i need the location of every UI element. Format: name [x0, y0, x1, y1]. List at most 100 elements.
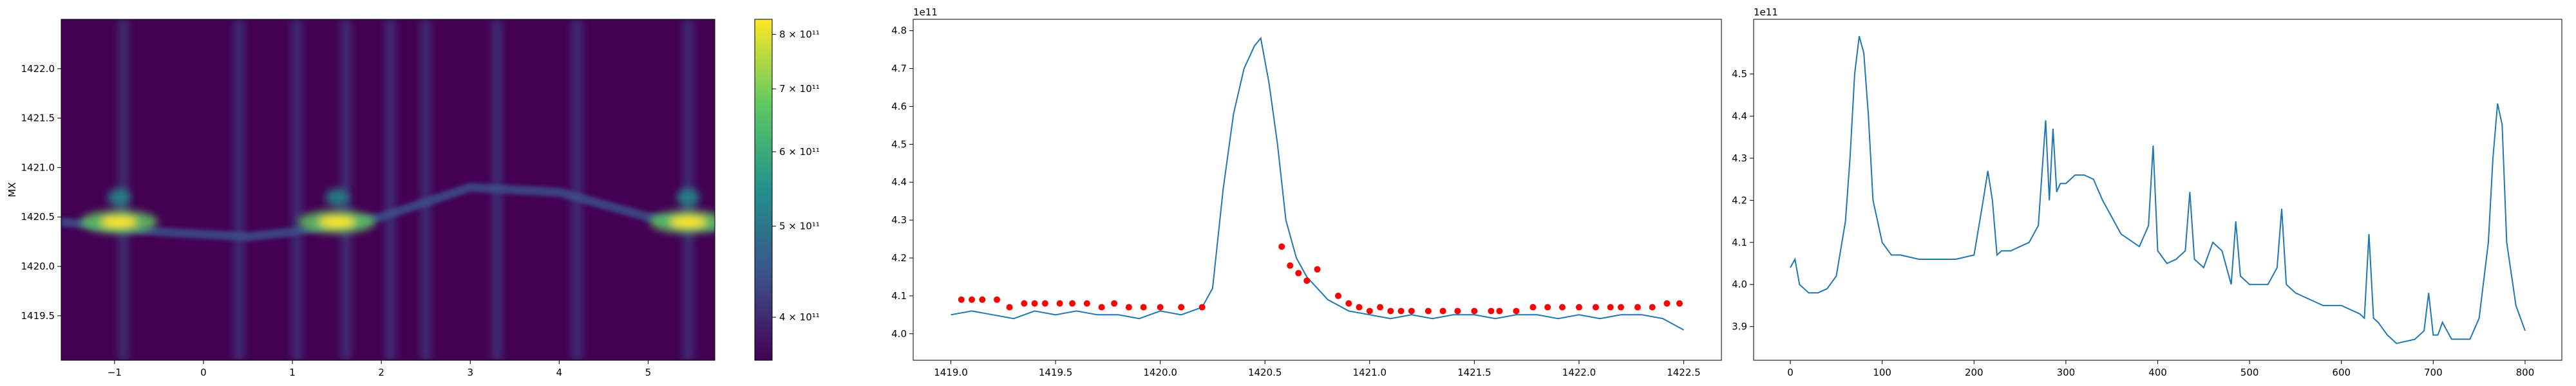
bright-spots [80, 188, 715, 234]
line-panel-markers-offset: 1e11 [913, 6, 938, 18]
colorbar-ticks: 4 × 10¹¹ 5 × 10¹¹ 6 × 10¹¹ 7 × 10¹¹ 8 × 10¹¹ [772, 28, 820, 323]
peak-marker [1031, 300, 1038, 307]
heatmap-image [61, 19, 715, 360]
peak-marker [1056, 300, 1063, 307]
bright-spot-core [670, 216, 706, 228]
peak-marker [1496, 308, 1503, 315]
peak-marker [1111, 300, 1118, 307]
peak-marker [1098, 304, 1105, 311]
line-panel-spectrum-y-tick-label: 3.9 [1732, 321, 1747, 333]
peak-marker [1314, 266, 1321, 273]
line-panel-markers-y-tick-label: 4.6 [891, 100, 907, 112]
line-panel-markers-x-tick-label: 1422.5 [1667, 367, 1701, 378]
line-panel-spectrum-x-tick-label: 600 [2332, 367, 2351, 378]
vertical-band [384, 19, 395, 360]
line-panel-spectrum-x-tick-label: 300 [2057, 367, 2076, 378]
peak-marker [1345, 300, 1352, 307]
heatmap-x-tick-label: 0 [200, 367, 207, 378]
vertical-band [340, 19, 351, 360]
peak-marker [958, 296, 965, 303]
vertical-bands [118, 19, 694, 360]
line-panel-markers-x-tick-label: 1419.0 [934, 367, 968, 378]
bright-spot-core [100, 216, 137, 228]
peak-marker [1387, 308, 1394, 315]
line-panel-markers-y-tick-label: 4.3 [891, 214, 907, 226]
line-panel-spectrum-y-ticks: 3.9 4.0 4.1 4.2 4.3 4.4 4.5 [1732, 68, 1754, 333]
heatmap-x-tick-label: 4 [556, 367, 563, 378]
colorbar-tick-label: 8 × 10¹¹ [779, 28, 820, 40]
heatmap-x-tick-label: 1 [289, 367, 296, 378]
series-line [1790, 35, 2526, 344]
line-panel-markers-x-tick-label: 1420.5 [1248, 367, 1282, 378]
line-panel-spectrum-x-tick-label: 0 [1787, 367, 1794, 378]
vertical-band [234, 19, 245, 360]
peak-marker [1634, 304, 1641, 311]
line-panel-markers-x-tick-label: 1419.5 [1039, 367, 1073, 378]
line-panel-markers-x-tick-label: 1422.0 [1562, 367, 1596, 378]
heatmap-x-tick-label: 2 [378, 367, 384, 378]
peak-marker [1198, 304, 1206, 311]
line-panel-markers-x-tick-label: 1421.5 [1457, 367, 1492, 378]
line-panel-spectrum-x-tick-label: 200 [1965, 367, 1984, 378]
peak-marker [1377, 304, 1384, 311]
peak-marker [1356, 304, 1363, 311]
peak-marker [1471, 308, 1478, 315]
peak-marker [1083, 300, 1090, 307]
bright-spot-upper [676, 188, 700, 207]
peak-marker [1617, 304, 1624, 311]
line-panel-markers-x-tick-label: 1421.0 [1353, 367, 1387, 378]
peak-marker [1335, 292, 1342, 299]
heatmap-x-ticks: −1 0 1 2 3 4 5 [108, 360, 651, 378]
series-line [951, 37, 1684, 331]
line-panel-spectrum-x-tick-label: 700 [2424, 367, 2443, 378]
peak-marker [1544, 304, 1551, 311]
heatmap-panel: −1 0 1 2 3 4 5 1419.51420.01420.51421.01421.51… [6, 19, 715, 378]
ridge-layer [61, 183, 715, 241]
peak-marker [1488, 308, 1495, 315]
colorbar-tick-label: 7 × 10¹¹ [779, 83, 820, 95]
peak-marker [1425, 308, 1432, 315]
peak-marker [1663, 300, 1671, 307]
peak-marker [969, 296, 976, 303]
bright-spot-core [319, 216, 355, 228]
line-panel-markers-y-tick-label: 4.8 [891, 25, 907, 37]
line-panel-spectrum-y-tick-label: 4.4 [1732, 110, 1747, 122]
peak-marker [1287, 262, 1294, 269]
peak-marker [994, 296, 1001, 303]
colorbar-tick-label: 5 × 10¹¹ [779, 221, 820, 232]
line-panel-markers-y-tick-label: 4.2 [891, 252, 907, 264]
heatmap-y-tick-label: 1420.0 [21, 261, 55, 272]
line-panel-markers-plot [951, 37, 1684, 331]
peak-marker [1439, 308, 1446, 315]
line-panel-markers-x-ticks: 1419.0 1419.5 1420.0 1420.5 1421.0 1421.5 1422… [934, 360, 1701, 378]
peak-marker [1530, 304, 1537, 311]
ridge-line [61, 183, 715, 241]
heatmap-x-tick-label: 3 [467, 367, 473, 378]
peak-marker [1454, 308, 1461, 315]
line-panel-markers-y-tick-label: 4.7 [891, 63, 907, 75]
line-panel-markers-y-tick-label: 4.1 [891, 290, 907, 302]
line-panel-markers-y-tick-label: 4.5 [891, 138, 907, 150]
heatmap-y-tick-label: 1420.5 [21, 211, 55, 223]
peak-marker [1125, 304, 1132, 311]
peak-marker [1607, 304, 1614, 311]
colorbar-tick-label: 4 × 10¹¹ [779, 311, 820, 323]
line-panel-markers: 1e11 1419.0 1419.5 1420.0 1420.5 1421.0 1421.… [891, 6, 1722, 378]
heatmap-y-tick-label: 1421.5 [21, 113, 55, 124]
peak-marker [1295, 270, 1302, 277]
peak-marker [1366, 308, 1373, 315]
peak-marker [1069, 300, 1076, 307]
vertical-band [291, 19, 302, 360]
heatmap-y-ticks: 1419.5 1420.0 1420.5 1421.0 1421.5 1422.0 [21, 63, 61, 322]
line-panel-spectrum-x-tick-label: 800 [2516, 367, 2535, 378]
peak-marker [1592, 304, 1599, 311]
colorbar: 4 × 10¹¹ 5 × 10¹¹ 6 × 10¹¹ 7 × 10¹¹ 8 × 10¹¹ [754, 19, 820, 361]
line-panel-spectrum-y-tick-label: 4.1 [1732, 237, 1747, 248]
peak-marker [1041, 300, 1048, 307]
heatmap-ylabel: MX [6, 182, 18, 197]
peak-marker [1006, 304, 1013, 311]
peak-marker [1397, 308, 1405, 315]
line-panel-spectrum-y-tick-label: 4.2 [1732, 194, 1747, 206]
line-panel-spectrum-plot [1790, 35, 2526, 344]
